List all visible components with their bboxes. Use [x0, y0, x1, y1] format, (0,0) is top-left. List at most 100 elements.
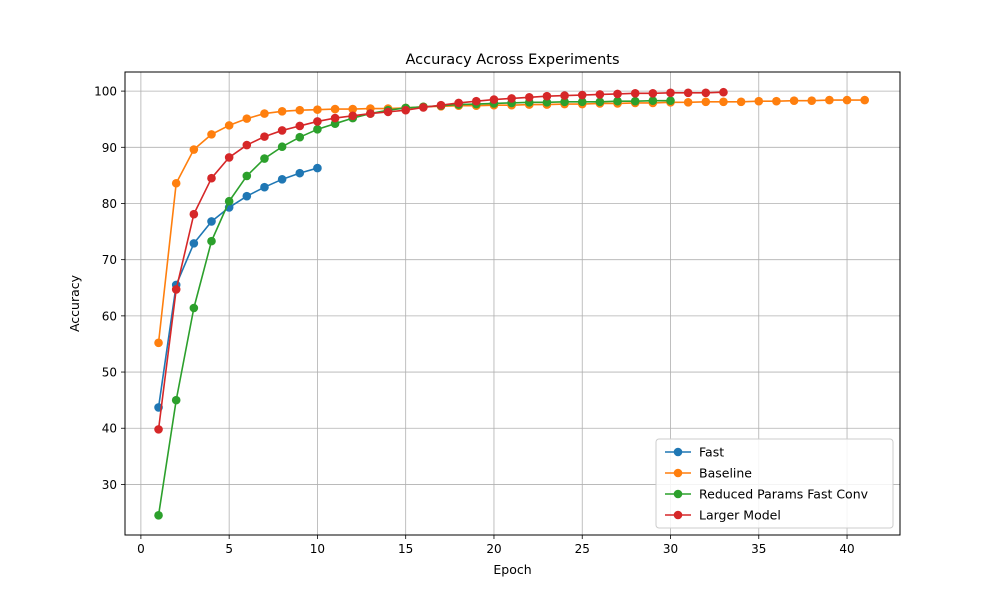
- legend: Fast Baseline Reduced Params Fast Conv Larg…: [655, 438, 894, 529]
- data-point: [507, 94, 516, 103]
- data-point: [666, 96, 675, 105]
- legend-item: Baseline: [665, 466, 752, 481]
- data-point: [207, 173, 216, 183]
- data-point: [666, 88, 675, 98]
- data-point: [701, 88, 711, 98]
- data-point: [260, 109, 269, 118]
- legend-swatch-marker: [673, 468, 683, 478]
- data-point: [348, 111, 358, 121]
- data-point: [630, 89, 640, 98]
- data-point: [242, 191, 252, 201]
- series-1: [154, 95, 869, 348]
- legend-swatch-marker: [673, 510, 683, 520]
- data-point: [277, 142, 287, 152]
- data-point: [277, 107, 287, 116]
- data-point: [295, 121, 305, 131]
- x-tick-label: 40: [839, 542, 854, 556]
- y-tick-label: 70: [102, 253, 117, 267]
- series-3: [154, 87, 728, 434]
- data-point: [436, 100, 446, 110]
- data-point: [295, 168, 305, 178]
- data-point: [383, 107, 393, 117]
- data-point: [154, 338, 163, 348]
- data-point: [260, 182, 269, 192]
- legend-label: Reduced Params Fast Conv: [699, 487, 869, 502]
- data-point: [595, 90, 605, 99]
- legend-label: Baseline: [699, 466, 752, 481]
- data-point: [860, 95, 869, 105]
- data-point: [683, 88, 693, 98]
- x-tick-label: 10: [310, 542, 325, 556]
- data-point: [613, 96, 622, 106]
- data-point: [542, 98, 552, 107]
- data-point: [595, 97, 605, 107]
- data-point: [295, 132, 305, 142]
- data-point: [348, 104, 358, 114]
- data-point: [313, 163, 322, 173]
- data-point: [189, 145, 199, 154]
- data-point: [189, 209, 199, 219]
- y-tick-label: 60: [102, 309, 117, 323]
- grid-lines: [125, 72, 900, 535]
- data-point: [736, 97, 746, 107]
- data-point: [207, 217, 216, 226]
- data-point: [648, 89, 658, 98]
- x-tick-label: 35: [751, 542, 766, 556]
- x-tick-label: 30: [663, 542, 678, 556]
- data-point: [242, 140, 252, 150]
- data-point: [613, 89, 622, 99]
- x-tick-label: 25: [575, 542, 590, 556]
- data-point: [295, 105, 305, 115]
- data-point: [224, 153, 234, 162]
- chart-title: Accuracy Across Experiments: [405, 52, 619, 68]
- x-tick-label: 15: [398, 542, 413, 556]
- data-point: [224, 121, 234, 130]
- data-point: [330, 104, 340, 114]
- series-line: [157, 99, 671, 516]
- data-point: [472, 96, 481, 106]
- data-point: [577, 90, 587, 100]
- data-point: [277, 175, 287, 184]
- legend-swatch-marker: [673, 489, 683, 499]
- data-point: [171, 285, 181, 294]
- data-point: [772, 96, 781, 106]
- data-point: [719, 87, 728, 97]
- data-point: [313, 117, 322, 126]
- data-point: [489, 95, 499, 104]
- data-point: [683, 98, 693, 107]
- data-point: [807, 96, 817, 105]
- data-point: [719, 97, 728, 107]
- series-0: [154, 163, 322, 412]
- data-point: [630, 96, 640, 106]
- data-point: [313, 105, 322, 114]
- data-point: [171, 395, 181, 405]
- x-tick-label: 0: [137, 542, 145, 556]
- legend-item: Larger Model: [665, 508, 781, 523]
- y-tick-label: 100: [94, 85, 117, 99]
- legend-item: Fast: [665, 445, 724, 460]
- data-point: [207, 236, 216, 246]
- axis-ticks: 0 5 10 15 20 25 30 35 40 30 40 50 60 70 80 90 100: [94, 85, 855, 556]
- data-point: [260, 132, 269, 141]
- data-point: [701, 97, 711, 107]
- legend-swatch-marker: [673, 447, 683, 457]
- legend-item: Reduced Params Fast Conv: [665, 487, 869, 502]
- legend-label: Larger Model: [699, 508, 781, 523]
- x-tick-label: 20: [486, 542, 501, 556]
- plot-series: [154, 87, 869, 520]
- data-point: [207, 130, 216, 139]
- data-point: [171, 178, 181, 188]
- y-tick-label: 90: [102, 141, 117, 155]
- data-point: [560, 91, 569, 100]
- data-point: [454, 98, 463, 108]
- data-point: [754, 96, 764, 106]
- data-point: [154, 425, 163, 434]
- data-point: [577, 97, 587, 107]
- data-point: [542, 91, 552, 101]
- y-tick-label: 80: [102, 197, 117, 211]
- y-tick-label: 40: [102, 422, 117, 436]
- x-axis-label: Epoch: [493, 562, 531, 577]
- x-tick-label: 5: [225, 542, 233, 556]
- data-point: [277, 126, 287, 135]
